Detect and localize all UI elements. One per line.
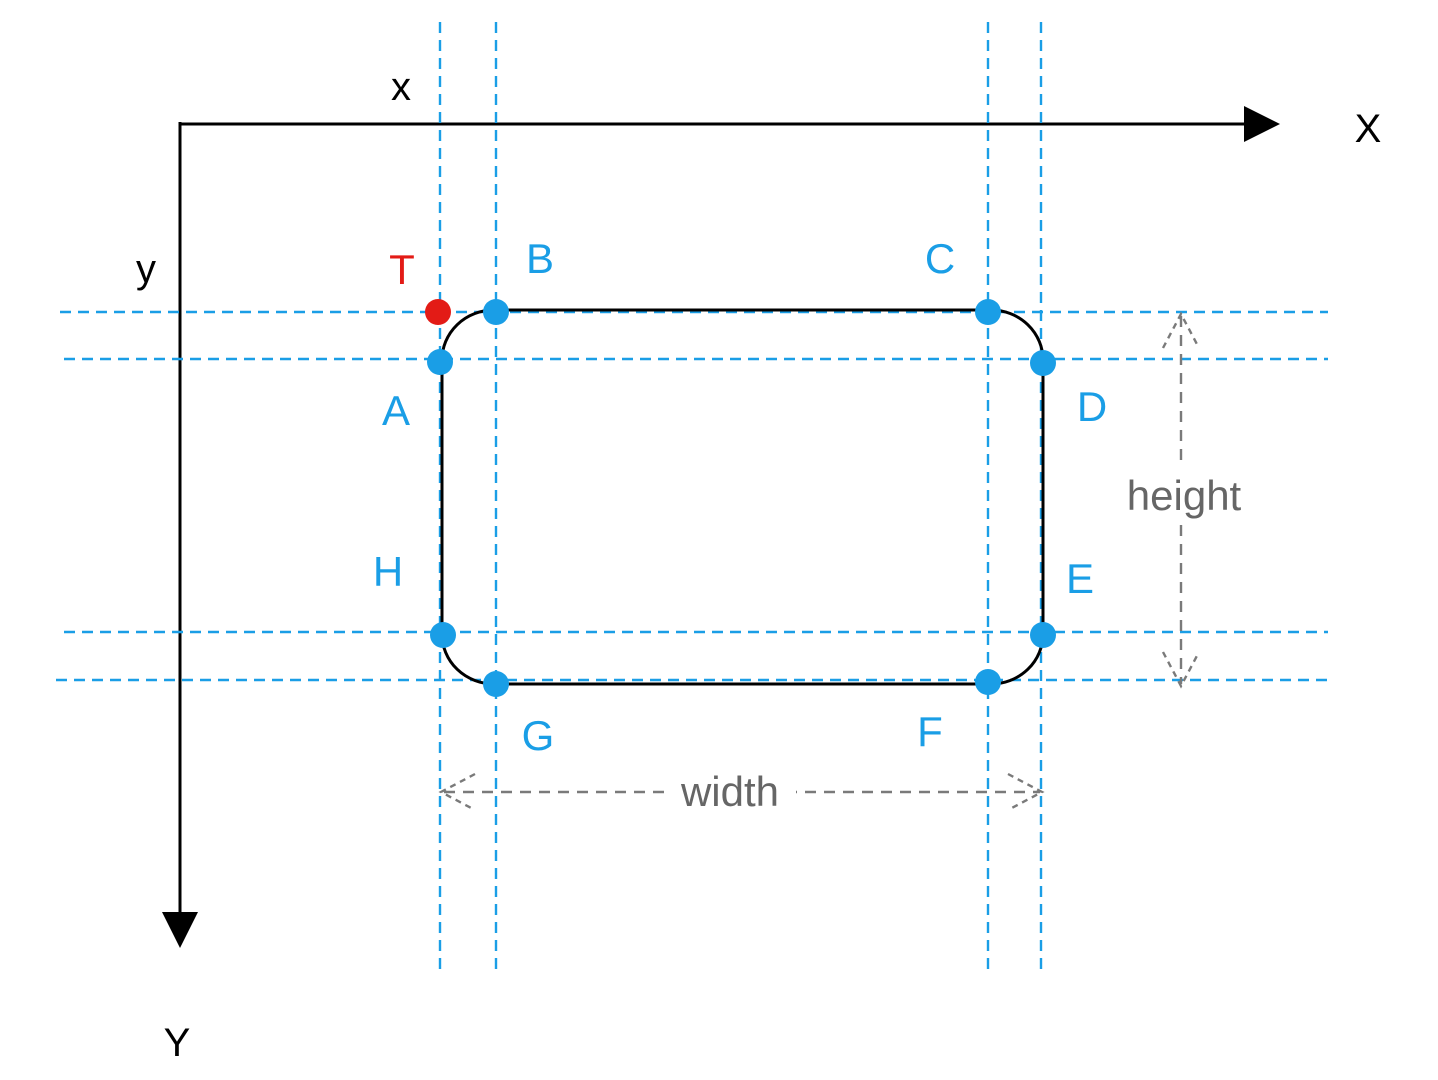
label-t: T <box>389 246 415 293</box>
label-d: D <box>1077 383 1107 430</box>
axis-labels: X Y x y <box>136 65 1381 1065</box>
points <box>425 299 1056 697</box>
width-label: width <box>680 768 779 815</box>
height-dimension: height <box>1114 311 1252 689</box>
label-c: C <box>925 235 955 282</box>
point-h <box>430 622 456 648</box>
x-axis-arrow-icon <box>1244 106 1280 142</box>
y-axis-arrow-icon <box>162 912 198 948</box>
y-coordinate-label: y <box>136 247 156 291</box>
height-arrow-top-head-icon <box>1161 311 1201 349</box>
label-f: F <box>917 708 943 755</box>
rounded-rectangle <box>440 308 1045 686</box>
point-b <box>483 299 509 325</box>
point-c <box>975 299 1001 325</box>
point-labels: T A B C D E F G H <box>373 235 1107 759</box>
point-a <box>427 349 453 375</box>
label-e: E <box>1066 555 1094 602</box>
height-arrow-bottom-head-icon <box>1161 651 1201 689</box>
axes <box>162 106 1280 948</box>
height-label: height <box>1127 472 1242 519</box>
label-g: G <box>522 712 555 759</box>
label-a: A <box>382 387 410 434</box>
label-h: H <box>373 548 403 595</box>
point-e <box>1030 622 1056 648</box>
point-g <box>483 671 509 697</box>
x-axis-label-upper: X <box>1355 107 1382 151</box>
width-arrow-right-head-icon <box>1007 772 1045 812</box>
width-dimension: width <box>438 760 1045 820</box>
x-coordinate-label: x <box>391 65 411 109</box>
point-t <box>425 299 451 325</box>
width-arrow-left-head-icon <box>438 772 476 812</box>
label-b: B <box>526 235 554 282</box>
point-d <box>1030 350 1056 376</box>
point-f <box>975 669 1001 695</box>
y-axis-label-upper: Y <box>164 1021 191 1065</box>
guide-lines <box>56 22 1328 972</box>
